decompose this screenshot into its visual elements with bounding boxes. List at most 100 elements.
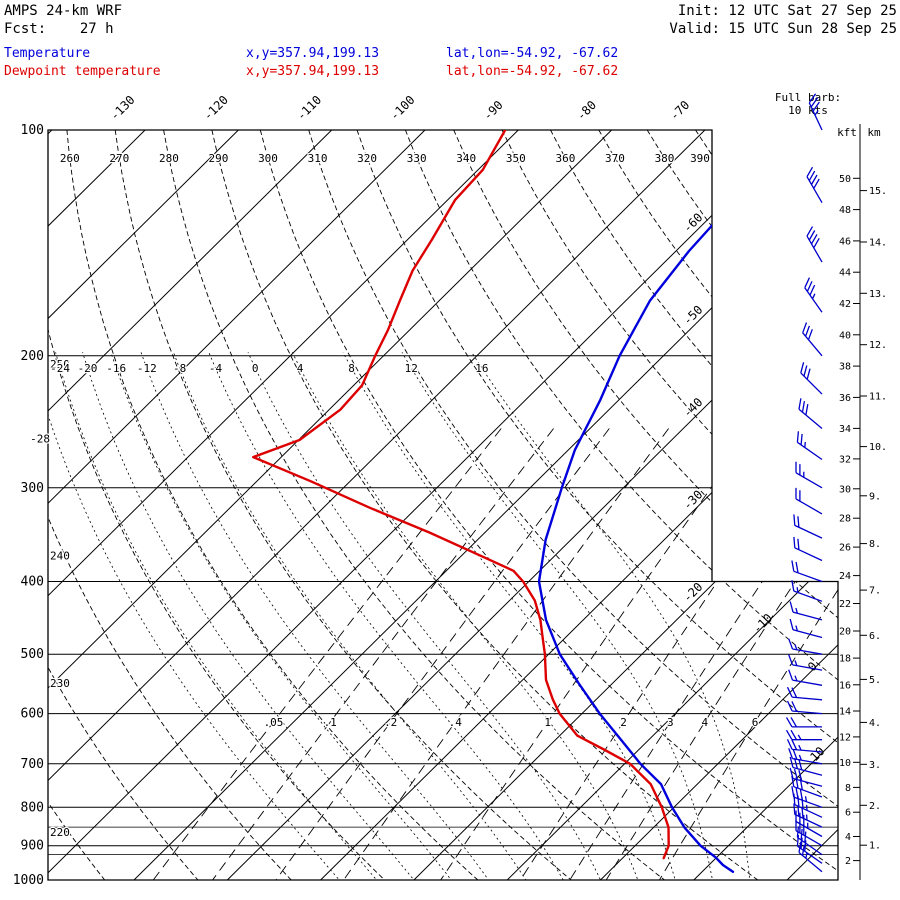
- svg-text:240: 240: [50, 550, 70, 563]
- thetaw-labels: -28 -24 -20 -16 -12 -8 -4 0 4 8 12 16: [29, 361, 490, 447]
- svg-text:20: 20: [839, 627, 851, 638]
- svg-text:36: 36: [839, 393, 851, 404]
- svg-text:1: 1: [544, 716, 551, 729]
- temperature-latlon: lat,lon=-54.92, -67.62: [446, 46, 619, 61]
- svg-text:13.: 13.: [869, 289, 887, 300]
- svg-text:.4: .4: [449, 716, 463, 729]
- svg-text:-70: -70: [667, 98, 692, 123]
- svg-text:km: km: [867, 126, 881, 139]
- svg-text:12.: 12.: [869, 340, 887, 351]
- isotherm-lines: [48, 130, 838, 880]
- forecast-hour: Fcst: 27 h: [4, 21, 114, 37]
- svg-text:3.: 3.: [869, 760, 881, 771]
- svg-text:2: 2: [845, 856, 851, 867]
- svg-text:38: 38: [839, 362, 851, 373]
- svg-text:2.: 2.: [869, 801, 881, 812]
- dewpoint-trace: [252, 130, 670, 860]
- svg-text:.2: .2: [384, 716, 397, 729]
- svg-text:400: 400: [21, 575, 44, 590]
- svg-text:270: 270: [109, 152, 129, 165]
- svg-text:22: 22: [839, 599, 851, 610]
- svg-text:-20: -20: [680, 580, 705, 605]
- svg-text:5.: 5.: [869, 675, 881, 686]
- svg-text:16: 16: [475, 362, 488, 375]
- svg-text:330: 330: [407, 152, 427, 165]
- svg-text:370: 370: [605, 152, 625, 165]
- pressure-axis-labels: 100 200 300 400 500 600 700 800 900 1000: [13, 123, 44, 888]
- svg-text:340: 340: [456, 152, 476, 165]
- svg-text:10: 10: [839, 758, 851, 769]
- svg-text:14.: 14.: [869, 238, 887, 249]
- svg-text:30: 30: [839, 484, 851, 495]
- svg-text:34: 34: [839, 424, 851, 435]
- svg-text:100: 100: [21, 123, 44, 138]
- svg-text:8.: 8.: [869, 539, 881, 550]
- svg-text:.1: .1: [324, 716, 337, 729]
- mixing-ratio-lines: [140, 428, 838, 880]
- svg-text:kft: kft: [837, 126, 857, 139]
- svg-text:24: 24: [839, 571, 851, 582]
- temperature-curve: [537, 130, 791, 873]
- svg-text:-12: -12: [137, 362, 157, 375]
- svg-text:50: 50: [839, 174, 851, 185]
- svg-text:11.: 11.: [869, 392, 887, 403]
- svg-text:260: 260: [60, 152, 80, 165]
- svg-text:-8: -8: [173, 362, 186, 375]
- valid-time: Valid: 15 UTC Sun 28 Sep 25: [669, 21, 897, 37]
- svg-text:300: 300: [21, 481, 44, 496]
- svg-text:-130: -130: [107, 93, 137, 123]
- svg-text:4: 4: [701, 716, 708, 729]
- svg-text:200: 200: [21, 349, 44, 364]
- svg-text:12: 12: [405, 362, 418, 375]
- dewpoint-legend-label: Dewpoint temperature: [4, 64, 161, 79]
- mixing-ratio-labels: .05 .1 .2 .4 1 2 3 4 6: [262, 715, 759, 731]
- isotherm-top-labels: -130 -120 -110 -100 -90 -80 -70: [107, 93, 692, 123]
- svg-text:360: 360: [555, 152, 575, 165]
- svg-text:46: 46: [839, 236, 851, 247]
- svg-text:6: 6: [845, 808, 851, 819]
- temperature-xy: x,y=357.94,199.13: [246, 46, 380, 61]
- svg-text:-10: -10: [750, 611, 775, 636]
- dewpoint-curve: [252, 130, 670, 860]
- svg-text:900: 900: [21, 839, 44, 854]
- dry-adiabat-lines: [48, 130, 838, 880]
- svg-text:10 kts: 10 kts: [788, 104, 828, 117]
- svg-text:230: 230: [50, 677, 70, 690]
- svg-text:42: 42: [839, 299, 851, 310]
- dewpoint-latlon: lat,lon=-54.92, -67.62: [446, 64, 619, 79]
- svg-text:4: 4: [845, 832, 851, 843]
- dewpoint-xy: x,y=357.94,199.13: [246, 64, 380, 79]
- svg-text:15.: 15.: [869, 186, 887, 197]
- svg-text:320: 320: [357, 152, 377, 165]
- svg-text:-80: -80: [574, 98, 599, 123]
- svg-text:380: 380: [655, 152, 675, 165]
- isobar-lines: [48, 129, 838, 881]
- svg-text:310: 310: [308, 152, 328, 165]
- svg-text:-4: -4: [209, 362, 223, 375]
- svg-text:-20: -20: [78, 362, 98, 375]
- svg-text:600: 600: [21, 707, 44, 722]
- svg-text:290: 290: [208, 152, 228, 165]
- height-axis: kft km24681012141618202224262830323436384…: [837, 124, 887, 880]
- svg-text:0: 0: [805, 659, 820, 674]
- svg-text:-110: -110: [294, 93, 324, 123]
- svg-text:220: 220: [50, 826, 70, 839]
- moist-adiabat-lines: [48, 352, 752, 880]
- isotherm-right-labels: -60 -50 -40 -30 -20: [680, 210, 705, 605]
- svg-text:390: 390: [690, 152, 710, 165]
- svg-text:7.: 7.: [869, 586, 881, 597]
- barb-legend: Full barb:10 kts: [775, 91, 841, 117]
- svg-text:14: 14: [839, 707, 851, 718]
- svg-text:280: 280: [159, 152, 179, 165]
- svg-text:4: 4: [297, 362, 304, 375]
- svg-text:32: 32: [839, 454, 851, 465]
- svg-text:18: 18: [839, 654, 851, 665]
- svg-text:-120: -120: [201, 93, 231, 123]
- svg-text:9.: 9.: [869, 491, 881, 502]
- svg-text:0: 0: [252, 362, 259, 375]
- svg-text:3: 3: [667, 716, 674, 729]
- svg-text:-28: -28: [30, 432, 50, 445]
- model-title: AMPS 24-km WRF: [4, 3, 123, 19]
